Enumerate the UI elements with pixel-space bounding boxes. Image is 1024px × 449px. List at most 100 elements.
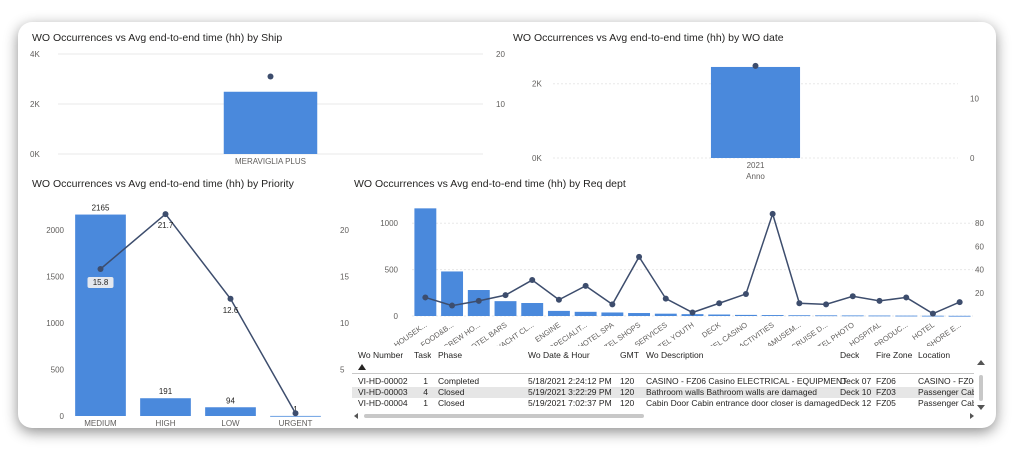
- col-deck[interactable]: Deck: [840, 350, 860, 360]
- line-point: [752, 62, 759, 69]
- col-gmt[interactable]: GMT: [620, 350, 639, 360]
- cell-task: 4: [423, 387, 428, 397]
- cell-deck: Deck 07: [840, 376, 872, 386]
- cell-wo-description: CASINO - FZ06 Casino ELECTRICAL - EQUIPM…: [646, 376, 848, 386]
- table-row[interactable]: VI-HD-00004 1 Closed 5/19/2021 7:02:37 P…: [352, 398, 974, 408]
- chart-by-wo-date[interactable]: 2K 0K 10 0 2021 Anno: [498, 44, 993, 189]
- table-row[interactable]: VI-HD-00002 1 Completed 5/18/2021 2:24:1…: [352, 376, 974, 387]
- y2-tick-label: 20: [975, 289, 984, 298]
- bar-data-label: 2165: [92, 204, 110, 213]
- cell-task: 1: [423, 376, 428, 386]
- bar: [895, 315, 918, 317]
- scroll-right-icon: [970, 413, 974, 419]
- y2-tick-label: 10: [496, 100, 505, 109]
- col-fire-zone[interactable]: Fire Zone: [876, 350, 913, 360]
- bar: [788, 315, 811, 317]
- line-point: [227, 295, 234, 302]
- bar-data-label: 94: [226, 396, 235, 405]
- y2-tick-label: 0: [970, 154, 975, 163]
- line-point: [796, 300, 803, 307]
- cell-wo-description: Bathroom walls Bathroom walls are damage…: [646, 387, 818, 397]
- wo-table: Wo Number Task Phase Wo Date & Hour GMT …: [352, 346, 988, 426]
- cell-location: Passenger Cabin: [918, 387, 974, 397]
- cell-fire-zone: FZ05: [876, 398, 896, 408]
- col-wo-description[interactable]: Wo Description: [646, 350, 704, 360]
- line-point: [97, 265, 104, 272]
- y2-tick-label: 20: [496, 50, 505, 59]
- x-tick-label: 2021: [747, 161, 765, 170]
- bar: [601, 312, 624, 316]
- cell-fire-zone: FZ03: [876, 387, 896, 397]
- cell-wo-date: 5/19/2021 3:22:29 PM: [528, 387, 612, 397]
- table-vertical-scrollbar[interactable]: [976, 350, 986, 420]
- bar: [205, 407, 256, 416]
- cell-phase: Completed: [438, 376, 480, 386]
- bar: [815, 315, 838, 317]
- line-label-bg: [87, 276, 114, 288]
- scroll-thumb: [979, 375, 983, 401]
- y-tick-label: 500: [51, 365, 65, 374]
- bar-data-label: 1: [293, 405, 298, 414]
- line-point: [716, 300, 723, 307]
- line-point: [823, 301, 830, 308]
- y2-tick-label: 80: [975, 219, 984, 228]
- cell-wo-number: VI-HD-00003: [358, 387, 408, 397]
- cell-task: 1: [423, 398, 428, 408]
- line-data-label: 15.8: [93, 278, 109, 287]
- y-tick-label: 0K: [30, 150, 40, 159]
- line-point: [582, 282, 589, 289]
- bar: [521, 303, 544, 316]
- dashboard-frame: WO Occurrences vs Avg end-to-end time (h…: [18, 22, 996, 428]
- y2-tick-label: 15: [340, 272, 349, 281]
- table-horizontal-scrollbar[interactable]: [352, 412, 978, 420]
- line-point: [267, 73, 274, 80]
- line-point: [609, 301, 616, 308]
- y2-tick-label: 60: [975, 242, 984, 251]
- cell-phase: Closed: [438, 387, 465, 397]
- y-tick-label: 2K: [30, 100, 40, 109]
- col-wo-number[interactable]: Wo Number: [358, 350, 404, 360]
- bar: [75, 214, 126, 416]
- chart-by-ship[interactable]: 4K 2K 0K 20 10 MERAVIGLIA PLUS: [18, 44, 518, 174]
- bar: [140, 398, 191, 416]
- col-wo-date[interactable]: Wo Date & Hour: [528, 350, 590, 360]
- y-tick-label: 2K: [532, 80, 542, 89]
- bar: [868, 315, 891, 317]
- cell-wo-number: VI-HD-00002: [358, 376, 408, 386]
- col-location[interactable]: Location: [918, 350, 951, 360]
- bar: [574, 311, 597, 316]
- sort-ascending-icon[interactable]: [358, 364, 366, 370]
- bar: [414, 208, 437, 316]
- y-tick-label: 0: [394, 312, 399, 321]
- scroll-left-icon: [354, 413, 358, 419]
- line-point: [876, 297, 883, 304]
- chart-ship-title: WO Occurrences vs Avg end-to-end time (h…: [32, 32, 283, 44]
- cell-gmt: 120: [620, 387, 635, 397]
- cell-wo-description: Cabin Door Cabin entrance door closer is…: [646, 398, 840, 408]
- y2-tick-label: 20: [340, 226, 349, 235]
- y2-tick-label: 10: [970, 95, 979, 104]
- table-row[interactable]: VI-HD-00003 4 Closed 5/19/2021 3:22:29 P…: [352, 387, 974, 398]
- y-tick-label: 500: [385, 266, 399, 275]
- chart-by-priority[interactable]: 0 500 1000 1500 2000 5 10 15 20 2165 MEDIUM 191 HIGH…: [18, 190, 358, 426]
- col-phase[interactable]: Phase: [438, 350, 463, 360]
- line-point: [636, 253, 643, 260]
- cell-gmt: 120: [620, 376, 635, 386]
- line-point: [529, 277, 536, 284]
- bar: [710, 66, 801, 158]
- bar: [270, 415, 321, 417]
- y-tick-label: 0K: [532, 154, 542, 163]
- bar: [494, 301, 517, 316]
- cell-location: CASINO - FZ06: [918, 376, 974, 386]
- col-task[interactable]: Task: [414, 350, 432, 360]
- bar-data-label: 191: [159, 387, 173, 396]
- y-tick-label: 1000: [380, 219, 398, 228]
- line-point: [292, 410, 299, 417]
- x-tick-label: HIGH: [156, 419, 176, 426]
- cell-gmt: 120: [620, 398, 635, 408]
- line-point: [662, 295, 669, 302]
- line-point: [475, 297, 482, 304]
- y-tick-label: 0: [60, 412, 65, 421]
- cell-wo-date: 5/18/2021 2:24:12 PM: [528, 376, 612, 386]
